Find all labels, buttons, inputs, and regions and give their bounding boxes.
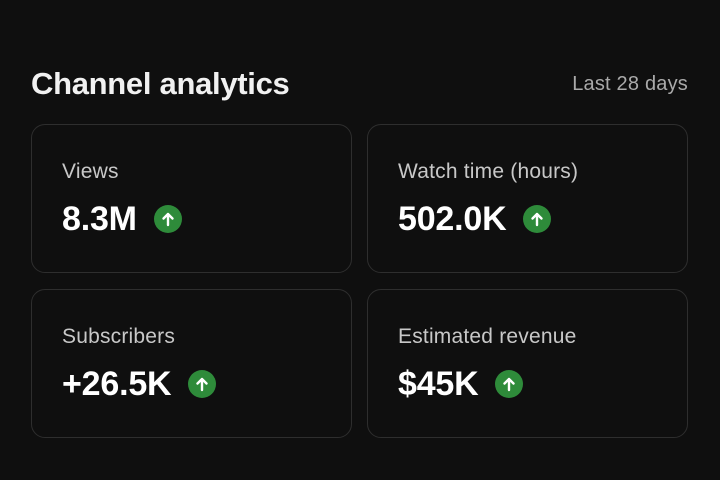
analytics-header: Channel analytics Last 28 days [31,62,688,106]
arrow-up-icon [523,205,552,233]
metric-value: +26.5K [62,365,172,403]
metric-card-views[interactable]: Views 8.3M [31,124,352,273]
metric-label: Watch time (hours) [398,160,579,183]
arrow-up-icon [495,370,524,398]
metrics-grid: Views 8.3M Watch time (hours) 502.0K Sub… [31,124,688,438]
metric-value-row: 8.3M [62,199,321,239]
metric-card-revenue[interactable]: Estimated revenue $45K [367,289,688,438]
metric-label: Estimated revenue [398,325,577,348]
metric-value-row: 502.0K [398,199,657,239]
date-range-label[interactable]: Last 28 days [572,72,688,95]
metric-value: $45K [398,365,479,403]
metric-value: 8.3M [62,200,137,238]
metric-card-subscribers[interactable]: Subscribers +26.5K [31,289,352,438]
metric-value-row: +26.5K [62,364,321,404]
metric-value: 502.0K [398,200,507,238]
metric-label: Views [62,160,119,183]
metric-card-watch-time[interactable]: Watch time (hours) 502.0K [367,124,688,273]
arrow-up-icon [153,205,182,233]
metric-label: Subscribers [62,325,176,348]
metric-value-row: $45K [398,364,657,404]
page-title: Channel analytics [31,66,290,101]
arrow-up-icon [188,370,217,398]
